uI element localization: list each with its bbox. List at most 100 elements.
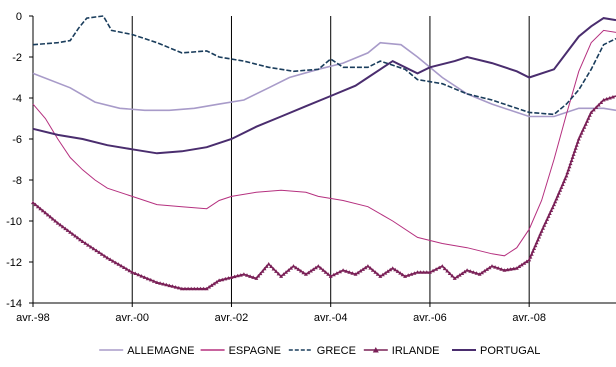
x-tick-label: avr.-00 [115, 312, 149, 324]
y-tick-label: -14 [6, 298, 22, 310]
tick-labels: avr.-98 avr.-00 avr.-02 avr.-04 avr.-06 avr.-… [6, 11, 546, 324]
marker-irlande [60, 224, 65, 229]
marker-irlande [560, 182, 565, 186]
y-tick-label: -2 [12, 52, 22, 64]
marker-irlande [388, 267, 393, 272]
marker-irlande [220, 277, 225, 282]
axes [29, 15, 616, 307]
marker-irlande [445, 269, 450, 273]
marker-irlande [505, 267, 510, 272]
marker-irlande [554, 196, 559, 201]
marker-irlande [409, 272, 414, 276]
marker-irlande [601, 98, 606, 102]
marker-irlande [334, 271, 339, 275]
series-portugal [32, 17, 616, 155]
marker-irlande [457, 273, 462, 277]
marker-irlande [209, 283, 214, 287]
marker-irlande [80, 239, 85, 243]
marker-irlande [400, 272, 405, 277]
marker-irlande [326, 272, 331, 276]
marker-irlande [260, 269, 265, 273]
marker-irlande [331, 272, 336, 277]
marker-irlande [383, 271, 388, 275]
x-tick-label: avr.-02 [215, 312, 249, 324]
marker-irlande [365, 264, 370, 268]
marker-irlande [43, 210, 48, 215]
marker-irlande [266, 262, 271, 266]
marker-irlande [477, 272, 482, 276]
marker-irlande [587, 113, 592, 117]
marker-irlande [86, 243, 91, 247]
marker-irlande [73, 234, 78, 238]
marker-irlande [468, 269, 473, 273]
marker-irlande [460, 271, 465, 275]
x-tick-label: avr.-98 [16, 312, 50, 324]
marker-irlande [530, 249, 535, 253]
marker-irlande [522, 261, 527, 265]
marker-irlande [238, 273, 243, 277]
marker-irlande [535, 237, 540, 242]
marker-irlande [358, 269, 363, 273]
marker-irlande [296, 267, 301, 271]
marker-irlande [119, 263, 124, 268]
marker-irlande [582, 125, 587, 129]
marker-irlande [306, 270, 311, 275]
marker-irlande [251, 275, 256, 279]
marker-irlande [395, 269, 400, 273]
y-tick-label: -10 [6, 216, 22, 228]
marker-irlande [321, 268, 326, 272]
marker-irlande [303, 272, 308, 276]
marker-irlande [78, 237, 83, 242]
marker-irlande [281, 272, 286, 276]
marker-irlande [524, 259, 529, 264]
marker-irlande [136, 272, 141, 277]
marker-irlande [316, 264, 321, 268]
marker-irlande [393, 267, 398, 272]
marker-irlande [254, 276, 259, 280]
marker-irlande [528, 255, 533, 259]
marker-irlande [370, 268, 375, 272]
marker-irlande [575, 140, 580, 144]
marker-irlande [214, 280, 219, 284]
marker-irlande [195, 286, 200, 291]
y-tick-label: -8 [12, 175, 22, 187]
marker-irlande [241, 272, 246, 276]
marker-irlande [58, 222, 63, 227]
marker-irlande [385, 269, 390, 273]
marker-irlande [133, 271, 138, 275]
marker-irlande [455, 274, 460, 279]
marker-irlande [415, 270, 420, 274]
marker-irlande [289, 266, 293, 270]
marker-irlande [574, 143, 579, 147]
marker-irlande [585, 119, 590, 123]
marker-irlande [465, 268, 470, 272]
marker-irlande [496, 266, 501, 270]
marker-irlande [33, 202, 38, 207]
marker-irlande [398, 271, 403, 275]
marker-irlande [424, 270, 429, 274]
marker-irlande [75, 235, 80, 240]
marker-irlande [155, 280, 159, 284]
marker-irlande [375, 272, 380, 276]
marker-irlande [485, 267, 489, 271]
marker-irlande [576, 137, 581, 141]
marker-irlande [53, 219, 58, 223]
marker-irlande [538, 232, 543, 236]
marker-irlande [452, 276, 457, 280]
marker-irlande [437, 265, 442, 270]
marker-irlande [559, 185, 564, 189]
marker-irlande [158, 281, 163, 285]
marker-irlande [264, 264, 269, 268]
marker-irlande [198, 286, 203, 291]
marker-irlande [440, 264, 445, 268]
marker-irlande [127, 268, 132, 273]
marker-irlande [110, 259, 115, 263]
marker-irlande [338, 269, 342, 274]
marker-irlande [313, 265, 318, 270]
marker-irlande [226, 276, 231, 280]
y-tick-label: -6 [12, 134, 22, 146]
marker-irlande [564, 173, 569, 178]
marker-irlande [97, 250, 102, 254]
marker-irlande [311, 267, 316, 271]
marker-irlande [511, 266, 516, 271]
